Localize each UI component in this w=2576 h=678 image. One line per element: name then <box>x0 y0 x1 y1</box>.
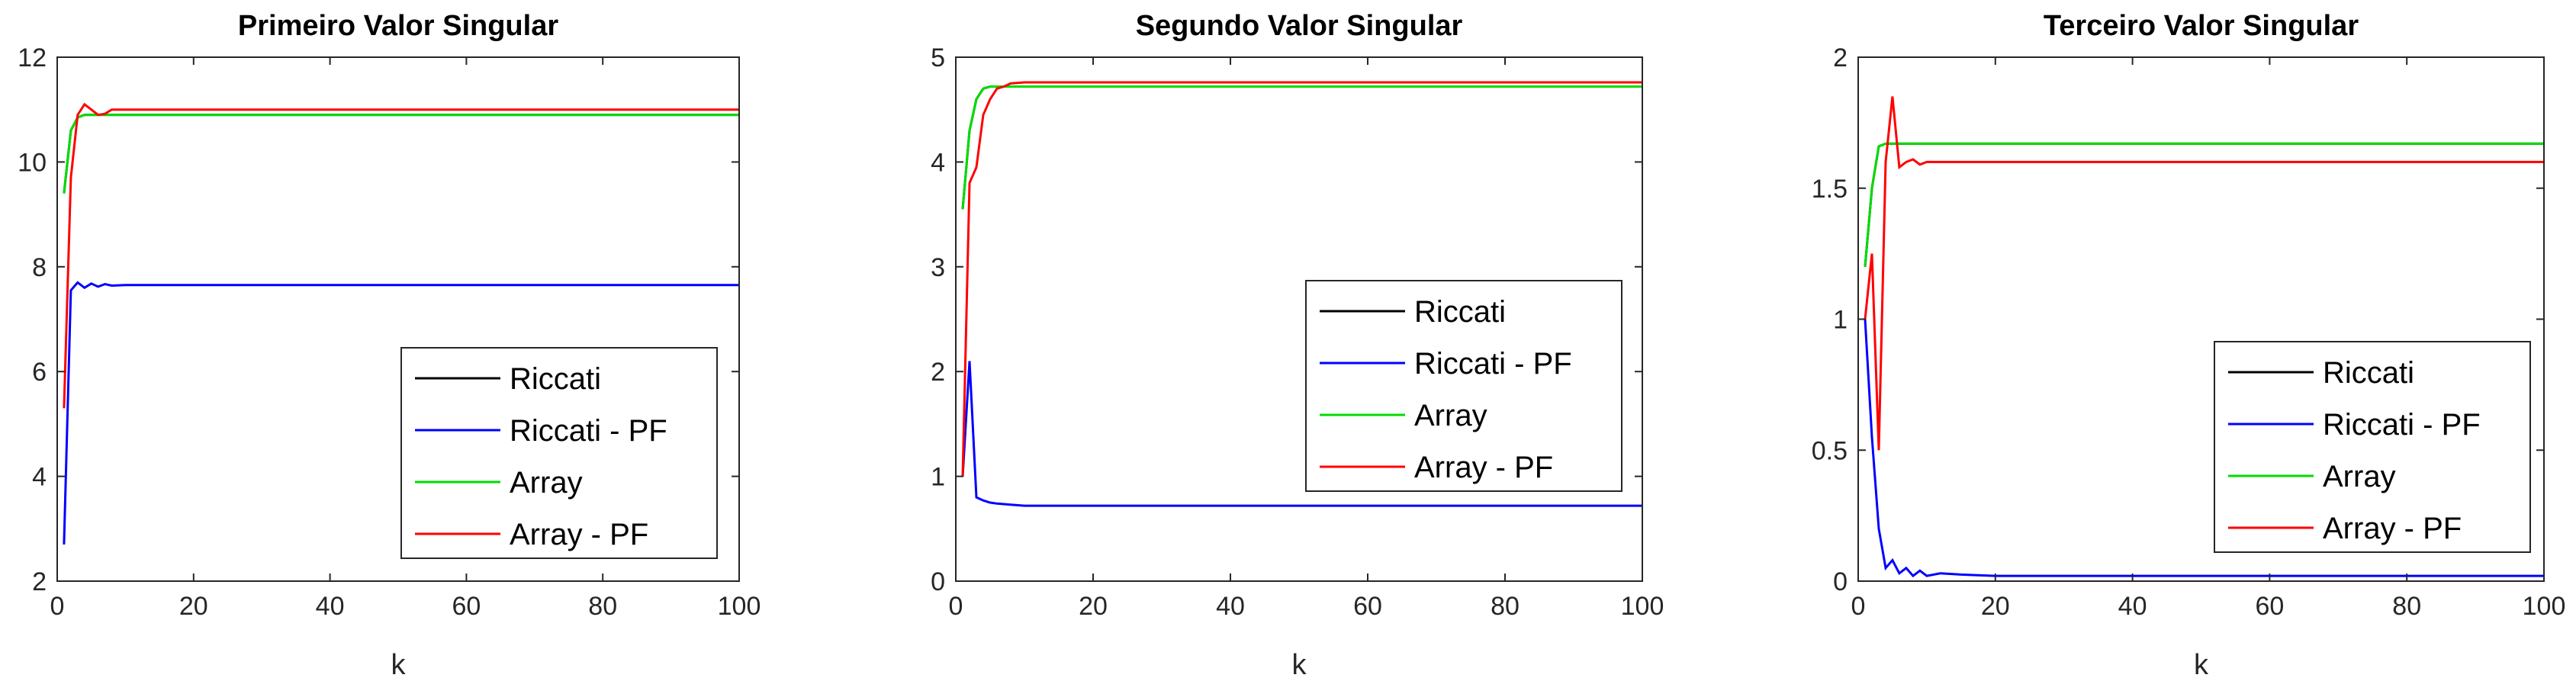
legend-label: Array <box>2323 460 2396 493</box>
x-tick-label: 60 <box>452 592 481 621</box>
x-tick-label: 0 <box>50 592 65 621</box>
x-tick-label: 20 <box>1981 592 2010 621</box>
legend-label: Riccati - PF <box>510 414 667 448</box>
legend-box <box>400 347 718 559</box>
x-axis-label: k <box>1292 649 1307 678</box>
x-tick-label: 0 <box>1851 592 1866 621</box>
axes-box <box>56 56 740 582</box>
legend-label: Riccati <box>1414 295 1506 329</box>
legend-label: Riccati - PF <box>1414 347 1572 381</box>
x-tick-label: 100 <box>718 592 761 621</box>
legend-label: Array <box>510 466 583 500</box>
y-tick-label: 2 <box>1833 43 1848 72</box>
axes-box <box>955 56 1643 582</box>
x-axis-label: k <box>2194 649 2209 678</box>
chart-panel-1: Primeiro Valor Singular 0 20 40 60 80 100 2 4 6 8 1… <box>18 10 761 678</box>
x-tick-label: 40 <box>1216 592 1245 621</box>
chart-title: Primeiro Valor Singular <box>238 10 558 42</box>
y-tick-label: 0.5 <box>1812 436 1848 465</box>
x-tick-label: 100 <box>2523 592 2566 621</box>
x-tick-label: 40 <box>2118 592 2147 621</box>
series-line-riccati <box>63 114 739 194</box>
x-tick-label: 80 <box>588 592 617 621</box>
legend-label: Riccati - PF <box>2323 408 2481 442</box>
y-tick-label: 2 <box>32 567 47 596</box>
y-tick-label: 10 <box>18 148 47 177</box>
chart-panel-3: Terceiro Valor Singular 0 20 40 60 80 100 0 0.5 1… <box>1812 10 2566 678</box>
y-tick-label: 12 <box>18 43 47 72</box>
chart-panel-2: Segundo Valor Singular 0 20 40 60 80 100 0 1 2 3 4 5… <box>931 10 1664 678</box>
series-line-array <box>63 114 739 194</box>
x-tick-label: 80 <box>1491 592 1520 621</box>
legend-label: Array - PF <box>1414 451 1553 484</box>
legend-box <box>1305 280 1622 492</box>
x-tick-label: 20 <box>179 592 208 621</box>
legend-box <box>2214 341 2531 553</box>
chart-title: Terceiro Valor Singular <box>2044 10 2359 42</box>
y-tick-label: 0 <box>1833 567 1848 596</box>
legend-label: Riccati <box>2323 356 2414 390</box>
series-line-array-pf <box>1864 96 2544 451</box>
legend-label: Array - PF <box>2323 512 2462 545</box>
y-tick-label: 1.5 <box>1812 175 1848 204</box>
y-tick-label: 3 <box>931 253 945 282</box>
y-tick-label: 6 <box>32 358 47 387</box>
series-line-array <box>1864 142 2544 267</box>
x-axis-label: k <box>391 649 407 678</box>
x-tick-label: 40 <box>316 592 345 621</box>
series-line-array <box>961 85 1642 210</box>
series-line-riccati-pf <box>1864 319 2544 578</box>
series-line-array-pf <box>961 81 1642 477</box>
y-tick-label: 1 <box>1833 306 1848 335</box>
y-tick-label: 0 <box>931 567 945 596</box>
legend-label: Array - PF <box>510 518 648 551</box>
series-line-riccati-pf <box>961 361 1642 507</box>
legend-label: Array <box>1414 399 1487 432</box>
x-tick-label: 80 <box>2392 592 2421 621</box>
series-line-riccati <box>961 85 1642 210</box>
x-tick-label: 100 <box>1621 592 1664 621</box>
x-tick-label: 0 <box>949 592 963 621</box>
y-tick-label: 2 <box>931 358 945 387</box>
y-tick-label: 4 <box>931 148 945 177</box>
chart-title: Segundo Valor Singular <box>1136 10 1463 42</box>
x-tick-label: 60 <box>2255 592 2284 621</box>
legend: Riccati Riccati - PF Array Array - PF <box>400 347 718 559</box>
legend: Riccati Riccati - PF Array Array - PF <box>1305 280 1622 492</box>
x-tick-label: 60 <box>1353 592 1382 621</box>
y-tick-label: 8 <box>32 253 47 282</box>
x-tick-label: 20 <box>1079 592 1108 621</box>
legend-label: Riccati <box>510 362 601 396</box>
series-line-array-pf <box>63 102 739 409</box>
y-tick-label: 4 <box>32 463 47 492</box>
y-tick-label: 5 <box>931 43 945 72</box>
series-line-riccati-pf <box>63 281 739 545</box>
legend: Riccati Riccati - PF Array Array - PF <box>2214 341 2531 553</box>
y-tick-label: 1 <box>931 463 945 492</box>
